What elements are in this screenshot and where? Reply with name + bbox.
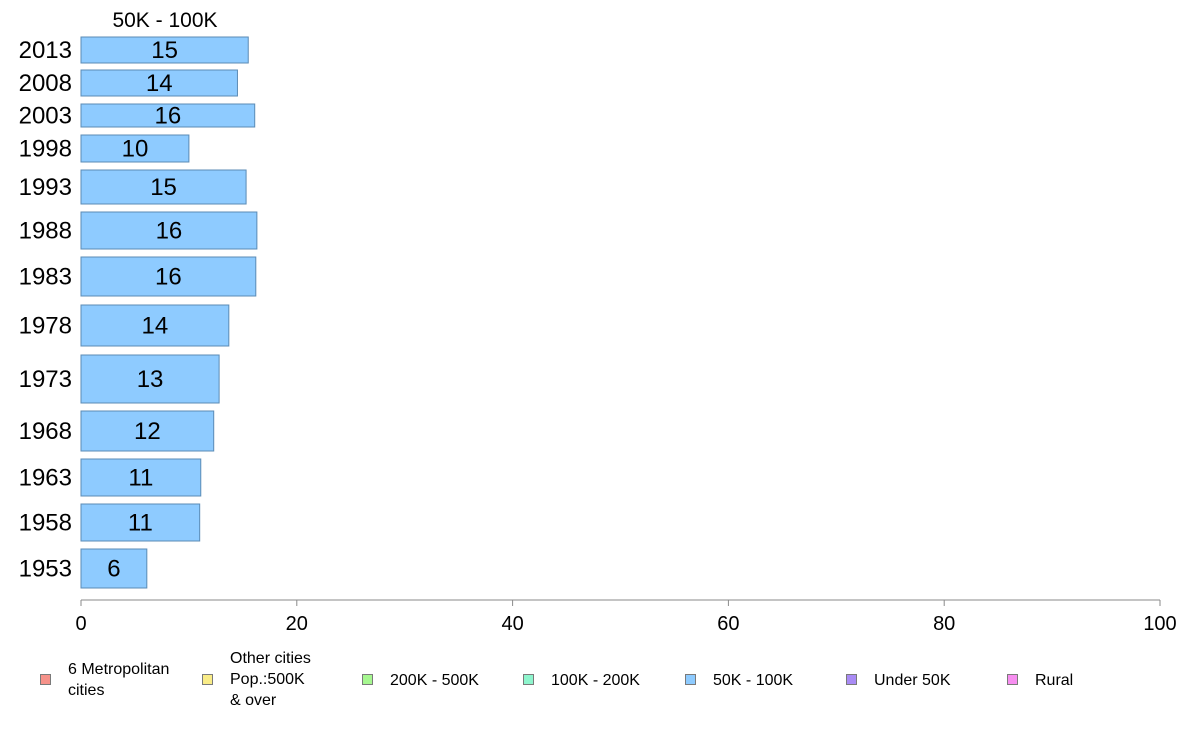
legend-label: 50K - 100K xyxy=(713,672,794,689)
category-label-1998: 1998 xyxy=(19,136,72,163)
bar-2003 xyxy=(80,103,256,128)
legend-label: 6 Metropolitan cities xyxy=(68,661,170,699)
bar-value-label-1968: 12 xyxy=(134,418,161,445)
legend-swatch xyxy=(685,674,696,685)
legend: 6 Metropolitan cities Other cities Pop.:5… xyxy=(0,648,1188,728)
category-label-1968: 1968 xyxy=(19,418,72,445)
category-label-2008: 2008 xyxy=(19,70,72,97)
category-label-1993: 1993 xyxy=(19,174,72,201)
legend-label: Other cities Pop.:500K & over xyxy=(230,650,311,709)
x-tick-label-100: 100 xyxy=(1143,613,1176,635)
bar-value-label-1983: 16 xyxy=(155,264,182,291)
category-label-2003: 2003 xyxy=(19,103,72,130)
bar-1993 xyxy=(80,169,247,205)
legend-swatch xyxy=(202,674,213,685)
bar-2013 xyxy=(80,36,249,64)
x-tick-label-0: 0 xyxy=(75,613,86,635)
category-label-1973: 1973 xyxy=(19,366,72,393)
bar-1968 xyxy=(80,410,215,452)
bar-value-label-1953: 6 xyxy=(107,556,120,583)
legend-item-4: 100K - 200K xyxy=(523,648,640,691)
bar-1978 xyxy=(80,304,230,347)
category-label-1978: 1978 xyxy=(19,313,72,340)
bar-value-label-1993: 15 xyxy=(150,174,177,201)
legend-item-2: Other cities Pop.:500K & over xyxy=(202,648,311,711)
x-tick-label-60: 60 xyxy=(717,613,739,635)
bar-value-label-1998: 10 xyxy=(122,136,149,163)
bar-value-label-1978: 14 xyxy=(142,313,169,340)
bar-value-label-2013: 15 xyxy=(151,37,178,64)
legend-swatch xyxy=(1007,674,1018,685)
legend-item-6: Under 50K xyxy=(846,648,951,691)
x-tick-label-20: 20 xyxy=(286,613,308,635)
category-label-2013: 2013 xyxy=(19,37,72,64)
bar-1953 xyxy=(80,548,148,589)
bar-value-label-2003: 16 xyxy=(155,103,182,130)
bar-value-label-1973: 13 xyxy=(137,366,164,393)
x-axis: 0 20 40 60 80 100 xyxy=(75,599,1177,635)
legend-item-3: 200K - 500K xyxy=(362,648,479,691)
chart-title: 50K - 100K xyxy=(112,9,217,32)
category-label-1953: 1953 xyxy=(19,556,72,583)
legend-label: Under 50K xyxy=(874,672,951,689)
legend-label: 200K - 500K xyxy=(390,672,479,689)
x-tick-label-40: 40 xyxy=(501,613,523,635)
bar-1958 xyxy=(80,503,201,542)
bar-1963 xyxy=(80,458,202,497)
legend-swatch xyxy=(523,674,534,685)
bar-1998 xyxy=(80,134,190,163)
legend-item-5: 50K - 100K xyxy=(685,648,793,691)
legend-swatch xyxy=(846,674,857,685)
category-label-1963: 1963 xyxy=(19,465,72,492)
bar-value-label-1963: 11 xyxy=(128,465,153,492)
legend-item-1: 6 Metropolitan cities xyxy=(40,648,169,701)
bar-1973 xyxy=(80,354,220,404)
bar-value-label-1958: 11 xyxy=(128,510,153,537)
legend-swatch xyxy=(362,674,373,685)
x-tick-label-80: 80 xyxy=(933,613,955,635)
bar-value-label-1988: 16 xyxy=(156,218,183,245)
bar-1983 xyxy=(80,256,257,297)
category-label-1983: 1983 xyxy=(19,264,72,291)
category-label-1988: 1988 xyxy=(19,218,72,245)
legend-item-7: Rural xyxy=(1007,648,1073,691)
bar-1988 xyxy=(80,211,258,250)
legend-label: Rural xyxy=(1035,672,1074,689)
legend-swatch xyxy=(40,674,51,685)
legend-label: 100K - 200K xyxy=(551,672,640,689)
bar-2008 xyxy=(80,69,238,97)
bar-value-label-2008: 14 xyxy=(146,70,173,97)
bars-group: 15 2013 14 2008 16 2003 10 1998 15 1993 16 1988 16 19… xyxy=(19,36,258,589)
category-label-1958: 1958 xyxy=(19,510,72,537)
